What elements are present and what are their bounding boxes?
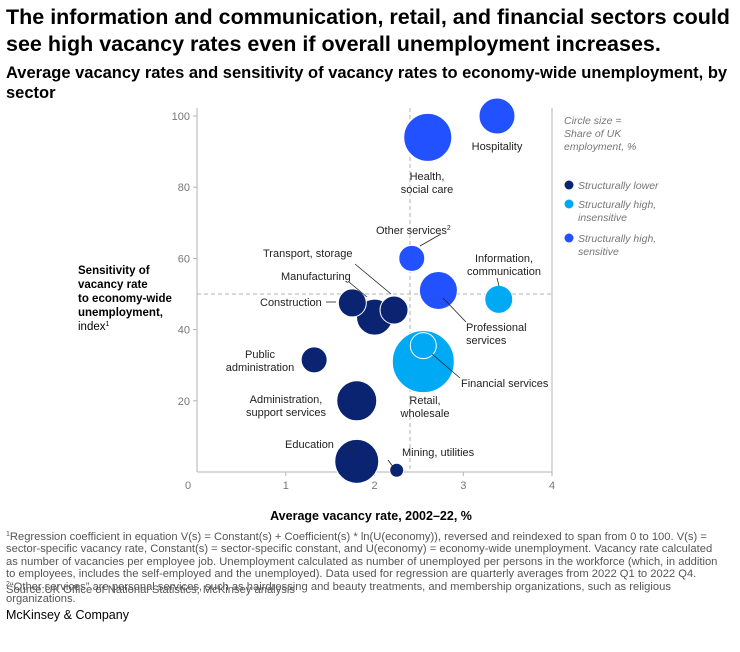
bubble [398, 244, 426, 272]
bubble-label: Financial services [461, 378, 549, 390]
leader-line [442, 297, 467, 323]
bubble-label: Manufacturing [281, 271, 351, 283]
x-tick-label: 2 [371, 480, 377, 492]
bubble [484, 284, 514, 314]
headline: The information and communication, retai… [6, 5, 730, 56]
leader-line [387, 459, 395, 469]
bubble-label: Health, [410, 171, 445, 183]
bubble-label: Mining, utilities [402, 447, 475, 459]
leader-line [431, 353, 461, 379]
size-note: employment, % [564, 141, 636, 153]
x-axis-title: Average vacancy rate, 2002–22, % [270, 509, 472, 523]
source-note: Source:UK Office of National Statistics;… [6, 584, 295, 596]
leader-line [419, 233, 442, 247]
bubble [409, 332, 437, 360]
y-axis-title-unit: index1 [78, 321, 110, 333]
y-tick-label: 80 [178, 182, 190, 194]
bubble-label: support services [246, 407, 327, 419]
footnote-2: 2“Other services” are personal services,… [6, 581, 722, 606]
bubble-label: Information, [475, 253, 533, 265]
legend-marker [564, 233, 574, 243]
bubble-label: Hospitality [472, 141, 523, 153]
footnote-1: 1Regression coefficient in equation V(s)… [6, 531, 722, 581]
chart-title: Average vacancy rates and sensitivity of… [6, 64, 728, 102]
bubble [391, 330, 455, 394]
y-axis-title-sup: 1 [106, 321, 110, 328]
bubble [403, 112, 453, 162]
bubble-label: Public [245, 349, 275, 361]
bubble-label: Professional [466, 322, 527, 334]
x-tick-label: 0 [185, 480, 191, 492]
footnote-2-mark: 2 [6, 580, 10, 588]
bubble-label: communication [467, 266, 541, 278]
bubble-label: Administration, [250, 394, 323, 406]
bubble [478, 97, 516, 135]
legend-label: insensitive [578, 212, 627, 224]
y-tick-label: 100 [172, 111, 190, 123]
y-tick-label: 60 [178, 253, 190, 265]
bubble [337, 288, 367, 318]
leader-line [347, 443, 355, 455]
brand-name: McKinsey & Company [6, 608, 129, 622]
y-axis-title: to economy-wide [78, 293, 172, 305]
size-note: Share of UK [564, 128, 622, 140]
legend-label: Structurally high, [578, 199, 656, 211]
y-tick-label: 20 [178, 396, 190, 408]
bubble [334, 438, 380, 484]
legend-label: sensitive [578, 246, 619, 258]
bubble-label: Construction [260, 297, 322, 309]
y-axis-title: Sensitivity of [78, 265, 150, 277]
y-axis-title: vacancy rate [78, 279, 148, 291]
bubble-label: social care [401, 184, 454, 196]
leader-line [496, 277, 500, 287]
bubble-label: Education [285, 439, 334, 451]
bubble [418, 270, 458, 310]
legend-marker [564, 180, 574, 190]
bubble-label-sup: 2 [447, 225, 451, 232]
x-tick-label: 4 [549, 480, 555, 492]
bubble [379, 295, 409, 325]
bubble-label: administration [226, 362, 294, 374]
leader-line [348, 281, 368, 298]
bubble-chart: 20 40 60 80 100 0 1 2 3 4 Average vacancy rate, 20… [78, 97, 659, 523]
footnote-1-text: Regression coefficient in equation V(s) … [6, 531, 718, 581]
footnote-2-text: “Other services” are personal services, … [6, 580, 671, 606]
bubble-label: services [466, 335, 507, 347]
footnotes: 1Regression coefficient in equation V(s)… [6, 531, 722, 605]
legend-label: Structurally lower [578, 180, 659, 192]
x-tick-label: 3 [460, 480, 466, 492]
bubble-label: wholesale [400, 408, 450, 420]
y-axis-title: unemployment, [78, 307, 163, 319]
bubble [336, 380, 378, 422]
legend-marker [564, 199, 574, 209]
bubble-label: Transport, storage [263, 248, 352, 260]
legend-label: Structurally high, [578, 233, 656, 245]
bubble-label: Other services2 [376, 225, 451, 237]
y-tick-label: 40 [178, 325, 190, 337]
footnote-1-mark: 1 [6, 531, 10, 538]
bubble-label: Retail, [409, 395, 440, 407]
leader-line [354, 263, 392, 295]
size-note: Circle size = [564, 115, 621, 127]
bubble [300, 346, 328, 374]
x-tick-label: 1 [283, 480, 289, 492]
